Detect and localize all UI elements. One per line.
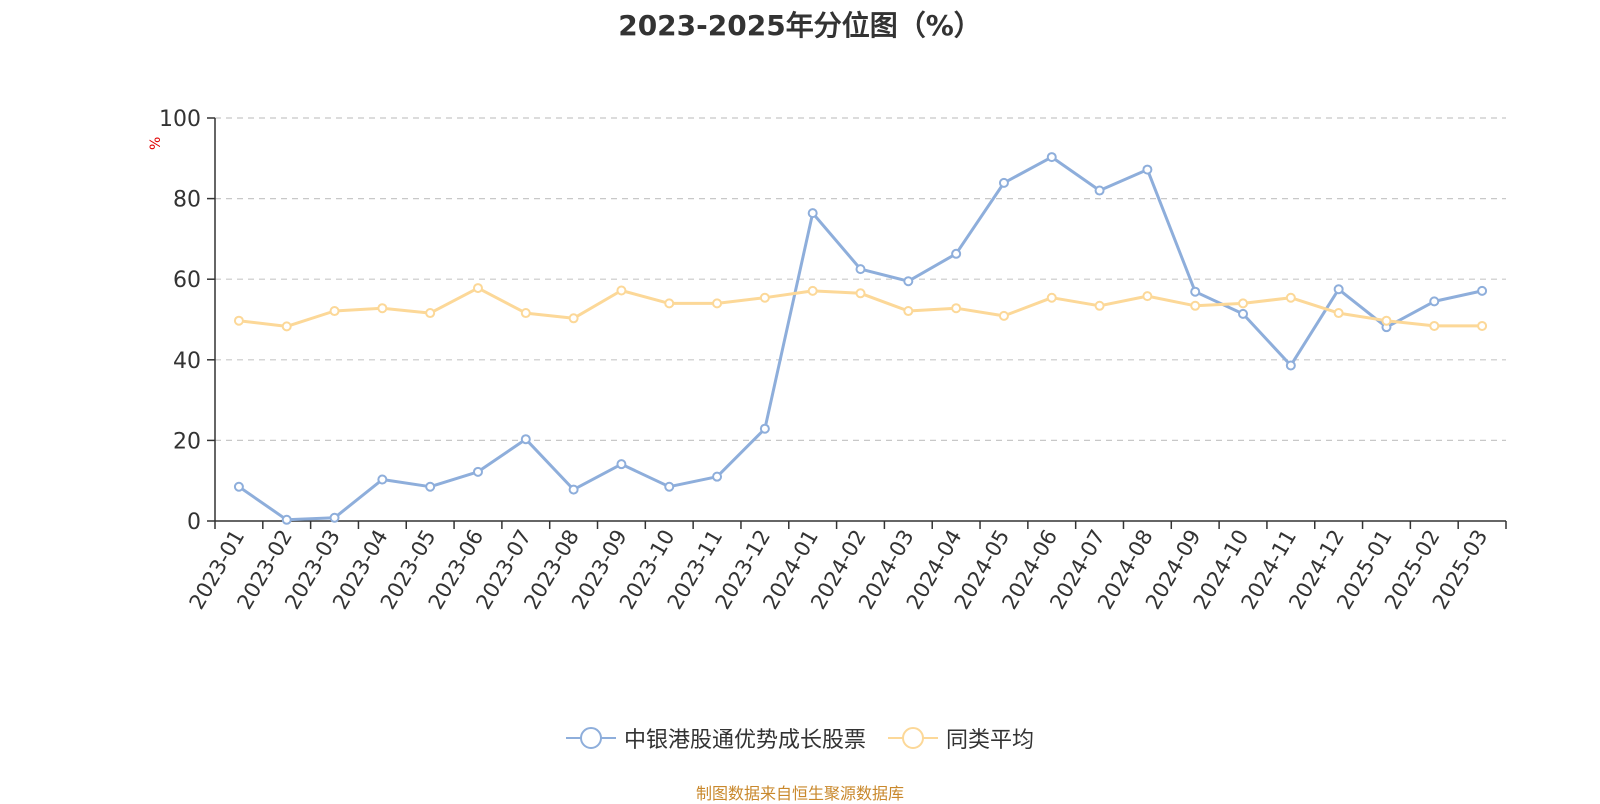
data-point[interactable] bbox=[807, 285, 818, 296]
data-point[interactable] bbox=[1046, 292, 1057, 303]
series-0 bbox=[233, 152, 1488, 525]
data-point[interactable] bbox=[855, 288, 866, 299]
data-point[interactable] bbox=[1429, 320, 1440, 331]
legend-label-peer-average: 同类平均 bbox=[946, 728, 1035, 753]
y-tick-label: 40 bbox=[173, 349, 201, 374]
data-point[interactable] bbox=[425, 308, 436, 319]
data-point[interactable] bbox=[998, 177, 1009, 188]
data-point[interactable] bbox=[903, 306, 914, 317]
data-point[interactable] bbox=[1238, 308, 1249, 319]
data-point[interactable] bbox=[855, 264, 866, 275]
data-point[interactable] bbox=[951, 248, 962, 259]
data-source: 制图数据来自恒生聚源数据库 bbox=[695, 784, 904, 803]
x-axis-ticks: 2023-012023-022023-032023-042023-052023-… bbox=[185, 521, 1507, 613]
data-point[interactable] bbox=[951, 303, 962, 314]
y-tick-label: 20 bbox=[173, 429, 201, 454]
data-point[interactable] bbox=[472, 466, 483, 477]
data-point[interactable] bbox=[568, 313, 579, 324]
data-point[interactable] bbox=[233, 315, 244, 326]
data-point[interactable] bbox=[329, 512, 340, 523]
data-point[interactable] bbox=[377, 303, 388, 314]
data-point[interactable] bbox=[233, 481, 244, 492]
data-point[interactable] bbox=[712, 471, 723, 482]
data-point[interactable] bbox=[425, 481, 436, 492]
legend-item-peer-average[interactable]: 同类平均 bbox=[888, 722, 1034, 754]
data-point[interactable] bbox=[1429, 296, 1440, 307]
y-tick-label: 100 bbox=[159, 107, 201, 132]
y-axis-unit: % bbox=[148, 136, 164, 150]
data-point[interactable] bbox=[1238, 298, 1249, 309]
data-point[interactable] bbox=[472, 283, 483, 294]
data-point[interactable] bbox=[1333, 308, 1344, 319]
data-point[interactable] bbox=[712, 298, 723, 309]
data-point[interactable] bbox=[664, 481, 675, 492]
data-point[interactable] bbox=[1142, 291, 1153, 302]
data-point[interactable] bbox=[1142, 164, 1153, 175]
data-point[interactable] bbox=[1094, 300, 1105, 311]
data-point[interactable] bbox=[1381, 315, 1392, 326]
data-point[interactable] bbox=[1285, 292, 1296, 303]
chart-title: 2023-2025年分位图（%） bbox=[618, 9, 982, 42]
data-point[interactable] bbox=[281, 321, 292, 332]
series-line bbox=[238, 155, 1483, 522]
data-point[interactable] bbox=[1190, 286, 1201, 297]
data-point[interactable] bbox=[1333, 284, 1344, 295]
data-point[interactable] bbox=[377, 474, 388, 485]
grid-lines bbox=[215, 117, 1506, 441]
data-point[interactable] bbox=[329, 306, 340, 317]
data-point[interactable] bbox=[664, 298, 675, 309]
data-point[interactable] bbox=[1285, 360, 1296, 371]
data-point[interactable] bbox=[281, 514, 292, 525]
data-point[interactable] bbox=[759, 423, 770, 434]
series-1 bbox=[233, 283, 1488, 332]
y-tick-label: 60 bbox=[173, 268, 201, 293]
data-point[interactable] bbox=[1477, 320, 1488, 331]
legend: 中银港股通优势成长股票 同类平均 bbox=[0, 722, 1600, 754]
legend-marker-peer-average bbox=[888, 727, 938, 749]
data-point[interactable] bbox=[616, 459, 627, 470]
data-point[interactable] bbox=[998, 310, 1009, 321]
y-tick-label: 80 bbox=[173, 188, 201, 213]
legend-marker-fund bbox=[565, 727, 616, 749]
data-point[interactable] bbox=[807, 208, 818, 219]
data-point[interactable] bbox=[568, 484, 579, 495]
data-point[interactable] bbox=[759, 292, 770, 303]
y-tick-label: 0 bbox=[187, 510, 201, 535]
data-point[interactable] bbox=[520, 434, 531, 445]
legend-item-fund[interactable]: 中银港股通优势成长股票 bbox=[565, 722, 866, 754]
data-point[interactable] bbox=[903, 276, 914, 287]
data-point[interactable] bbox=[1477, 285, 1488, 296]
series-group bbox=[233, 152, 1488, 525]
data-point[interactable] bbox=[1094, 185, 1105, 196]
legend-label-fund: 中银港股通优势成长股票 bbox=[623, 728, 866, 753]
data-point[interactable] bbox=[1190, 300, 1201, 311]
data-point[interactable] bbox=[520, 308, 531, 319]
y-axis-ticks: 0 20 40 60 80 100 bbox=[159, 107, 215, 535]
data-point[interactable] bbox=[1046, 152, 1057, 163]
data-point[interactable] bbox=[616, 285, 627, 296]
